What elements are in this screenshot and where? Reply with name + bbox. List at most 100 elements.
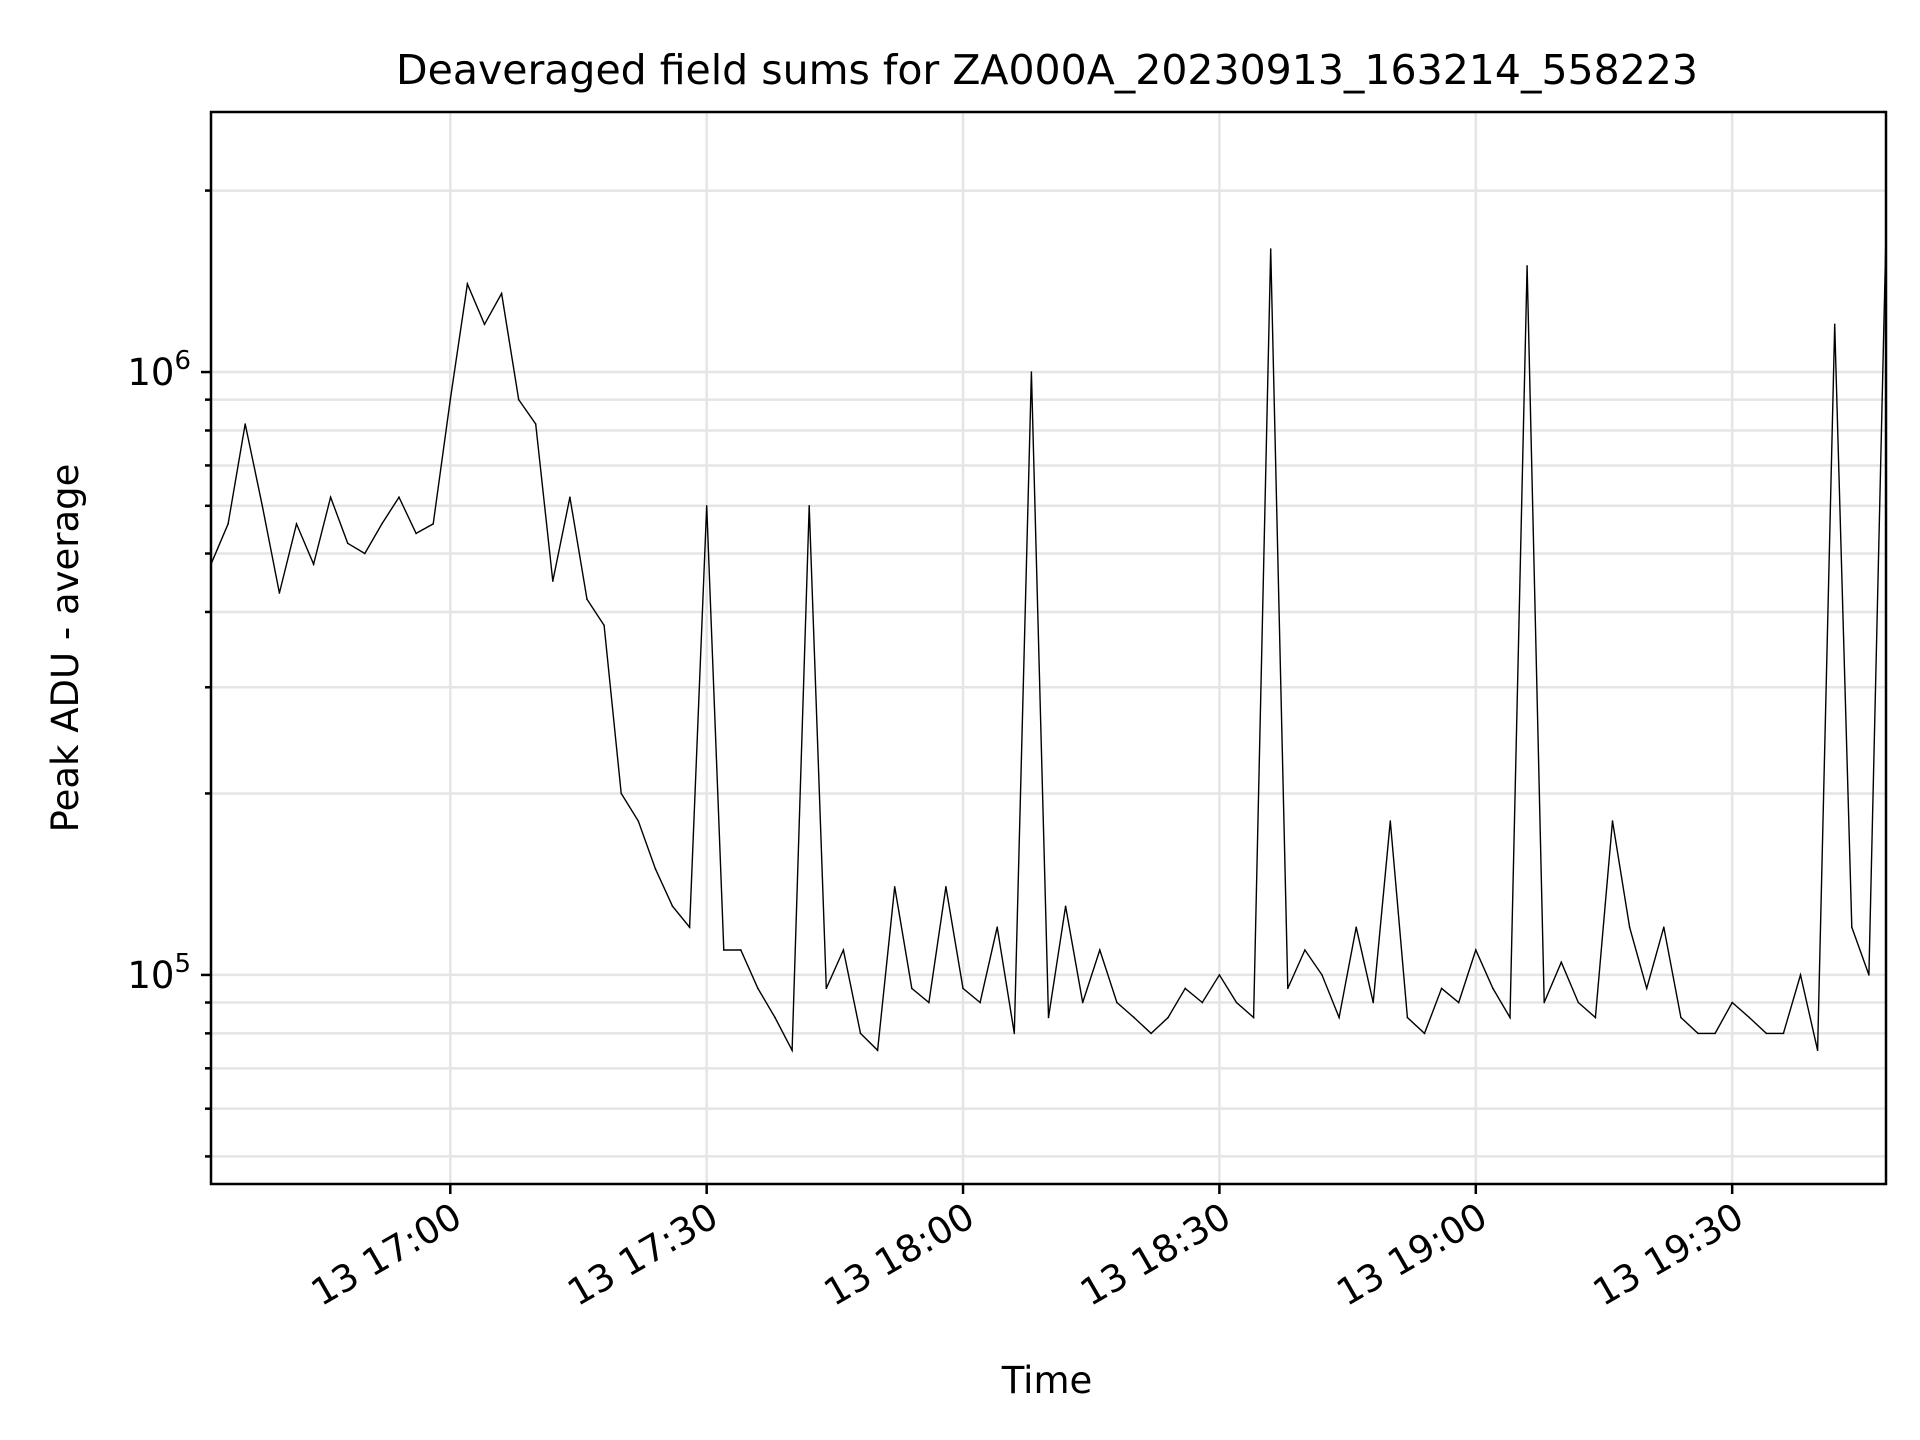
data-point [1338, 1016, 1340, 1019]
y-tick-label: 106 [127, 346, 191, 394]
data-point [1680, 1016, 1682, 1019]
data-point [1457, 1001, 1460, 1004]
data-point [483, 323, 486, 326]
data-point [1851, 926, 1853, 928]
data-point [244, 423, 246, 425]
chart-title: Deaveraged field sums for ZA000A_2023091… [396, 46, 1698, 94]
data-point [757, 987, 759, 990]
data-point [1184, 987, 1187, 990]
data-point [1235, 1001, 1238, 1004]
data-point [1389, 820, 1392, 822]
data-point [1492, 987, 1494, 990]
data-point [774, 1016, 776, 1019]
data-point [398, 496, 400, 499]
data-point [466, 283, 469, 285]
data-point [1577, 1001, 1580, 1004]
data-point [1201, 1001, 1204, 1004]
data-point [1543, 1001, 1545, 1004]
data-point [1663, 926, 1665, 928]
data-point [364, 552, 366, 555]
data-point [808, 505, 811, 507]
data-point [1081, 1001, 1084, 1004]
data-point [227, 523, 229, 525]
data-point [979, 1001, 981, 1004]
data-point [1645, 987, 1648, 990]
data-point [1816, 1049, 1819, 1052]
data-point [1098, 949, 1101, 951]
data-point [346, 542, 349, 545]
data-point [740, 949, 742, 951]
data-point [278, 592, 281, 594]
data-point [312, 563, 315, 566]
data-point [1355, 926, 1357, 928]
data-point [603, 624, 605, 627]
plot-frame [209, 110, 1888, 1186]
data-point [1782, 1032, 1785, 1035]
data-point [876, 1049, 879, 1052]
data-point [1252, 1016, 1255, 1019]
data-point [1030, 371, 1033, 373]
data-point [637, 820, 640, 822]
data-point [1321, 974, 1323, 976]
data-point [552, 580, 554, 582]
data-point [569, 496, 571, 499]
series-group [210, 232, 1887, 1053]
data-point [910, 987, 913, 990]
data-point [1440, 987, 1443, 990]
data-point [1594, 1016, 1597, 1019]
data-point [1509, 1016, 1511, 1019]
data-point [688, 926, 691, 928]
grid [211, 112, 1886, 1184]
data-point [1423, 1032, 1426, 1035]
data-point [671, 905, 674, 908]
data-point [261, 505, 264, 507]
data-point [1304, 949, 1306, 951]
data-point [842, 949, 845, 951]
y-axis-label: Peak ADU - average [44, 464, 87, 833]
data-point [1047, 1016, 1050, 1019]
data-point [859, 1032, 862, 1035]
data-point [1628, 926, 1631, 928]
data-point [962, 987, 964, 990]
data-point [329, 496, 332, 499]
x-axis-label: Time [1001, 1359, 1093, 1402]
data-point [722, 949, 725, 951]
data-point [449, 398, 452, 401]
data-point [1218, 974, 1221, 976]
data-point [1611, 820, 1614, 822]
data-point [1286, 987, 1289, 990]
data-point [893, 886, 896, 888]
y-tick-label: 105 [127, 949, 191, 997]
data-point [1406, 1016, 1409, 1019]
data-point [1714, 1032, 1716, 1035]
data-point [1167, 1016, 1169, 1019]
data-point [1269, 248, 1272, 250]
data-point [945, 886, 947, 888]
data-point [500, 292, 503, 295]
data-point [1748, 1016, 1751, 1019]
data-point [1474, 949, 1477, 951]
data-point [432, 523, 434, 525]
data-point [825, 987, 828, 990]
data-point [1372, 1001, 1375, 1004]
data-point [1697, 1032, 1699, 1035]
data-point [1731, 1001, 1733, 1004]
y-axis: 105 106 [127, 189, 211, 1158]
data-point [1150, 1032, 1152, 1035]
data-point [1560, 961, 1563, 963]
data-point [996, 926, 999, 928]
data-point [517, 398, 520, 401]
data-point [381, 523, 383, 525]
data-point [705, 505, 708, 507]
data-point [1064, 905, 1067, 908]
data-point [1133, 1016, 1135, 1019]
data-point [1868, 974, 1870, 976]
data-point [1833, 323, 1836, 326]
data-point [1116, 1001, 1118, 1004]
data-point [295, 523, 298, 525]
data-point [586, 598, 588, 600]
data-point [620, 792, 623, 795]
data-point [415, 532, 417, 535]
